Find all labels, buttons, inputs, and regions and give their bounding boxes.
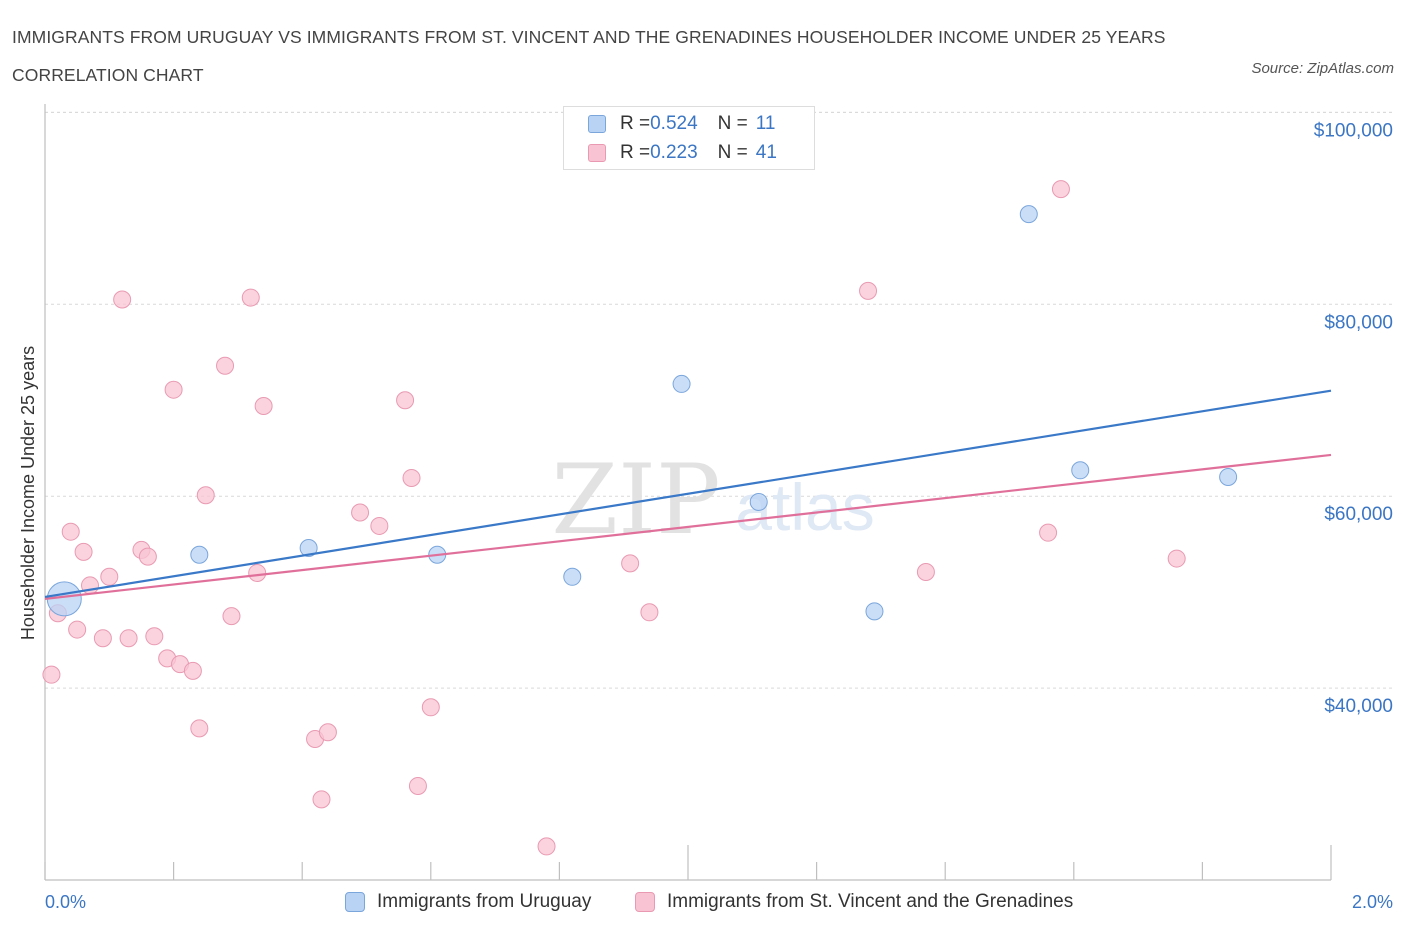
y-tick-label: $100,000 <box>1314 120 1393 141</box>
data-point-stvincent <box>241 288 260 307</box>
y-axis-label: Householder Income Under 25 years <box>18 346 38 640</box>
data-point-stvincent <box>1167 549 1186 568</box>
data-point-stvincent <box>351 503 370 522</box>
data-point-uruguay <box>190 545 209 564</box>
data-point-stvincent <box>74 542 93 561</box>
data-point-stvincent <box>138 547 157 566</box>
data-point-stvincent <box>396 391 415 410</box>
data-point-uruguay <box>1219 468 1238 487</box>
data-point-stvincent <box>1039 523 1058 542</box>
data-point-stvincent <box>248 563 267 582</box>
data-point-stvincent <box>183 661 202 680</box>
legend-swatch-pink <box>635 892 655 912</box>
watermark: ZIP atlas <box>551 444 874 556</box>
data-point-uruguay <box>672 374 691 393</box>
legend-label-stvincent: Immigrants from St. Vincent and the Gren… <box>667 891 1074 912</box>
data-point-stvincent <box>318 723 337 742</box>
axes <box>44 104 1332 881</box>
data-point-stvincent <box>145 627 164 646</box>
n-value: 11 <box>755 113 776 134</box>
series-uruguay <box>46 205 1238 621</box>
watermark-zip: ZIP <box>551 444 720 556</box>
data-point-uruguay <box>563 567 582 586</box>
data-point-stvincent <box>68 620 87 639</box>
gridlines <box>45 111 1395 689</box>
data-point-stvincent <box>1051 180 1070 199</box>
data-point-stvincent <box>402 468 421 487</box>
legend-item-stvincent: Immigrants from St. Vincent and the Gren… <box>635 886 1073 918</box>
legend-row-uruguay: R = 0.524 N = 11 <box>588 109 776 139</box>
data-point-stvincent <box>113 290 132 309</box>
r-value: 0.524 <box>650 113 698 134</box>
legend-swatch-blue <box>588 115 606 133</box>
data-point-uruguay <box>1071 461 1090 480</box>
y-tick-label: $60,000 <box>1324 504 1393 525</box>
n-value: 41 <box>755 142 777 163</box>
stats-legend: R = 0.524 N = 11 R = 0.223 N = 41 <box>563 106 815 170</box>
data-point-stvincent <box>42 665 61 684</box>
data-point-stvincent <box>640 603 659 622</box>
r-label: R = <box>620 113 651 134</box>
data-point-stvincent <box>164 380 183 399</box>
n-label: N = <box>717 142 748 163</box>
data-point-stvincent <box>254 397 273 416</box>
data-point-stvincent <box>100 567 119 586</box>
y-tick-labels: $40,000 $60,000 $80,000 $100,000 <box>1314 120 1393 717</box>
data-point-stvincent <box>312 790 331 809</box>
trend-lines <box>44 389 1332 600</box>
data-point-stvincent <box>61 522 80 541</box>
legend-label-uruguay: Immigrants from Uruguay <box>377 891 592 912</box>
r-label: R = <box>620 142 651 163</box>
data-point-uruguay <box>299 539 318 558</box>
data-point-stvincent <box>222 607 241 626</box>
r-value: 0.223 <box>650 142 698 163</box>
data-point-stvincent <box>859 281 878 300</box>
legend-item-uruguay: Immigrants from Uruguay <box>345 886 591 918</box>
data-point-uruguay <box>865 602 884 621</box>
data-point-stvincent <box>408 776 427 795</box>
data-point-uruguay <box>1019 205 1038 224</box>
legend-swatch-blue <box>345 892 365 912</box>
data-point-stvincent <box>93 629 112 648</box>
data-point-stvincent <box>370 516 389 535</box>
chart-title: IMMIGRANTS FROM URUGUAY VS IMMIGRANTS FR… <box>12 27 1166 85</box>
y-tick-label: $40,000 <box>1324 696 1393 717</box>
data-point-stvincent <box>216 356 235 375</box>
data-point-stvincent <box>916 562 935 581</box>
trend-line-stvincent <box>44 453 1332 600</box>
x-tick-label-min: 0.0% <box>45 892 86 912</box>
data-point-stvincent <box>196 486 215 505</box>
trend-line-uruguay <box>44 389 1332 599</box>
legend-row-stvincent: R = 0.223 N = 41 <box>588 138 777 168</box>
x-tick-label-max: 2.0% <box>1352 892 1393 912</box>
y-tick-label: $80,000 <box>1324 312 1393 333</box>
data-point-stvincent <box>119 629 138 648</box>
data-point-stvincent <box>537 837 556 856</box>
data-point-stvincent <box>190 719 209 738</box>
source-label: Source: ZipAtlas.com <box>1251 60 1394 77</box>
data-point-stvincent <box>421 698 440 717</box>
legend-swatch-pink <box>588 144 606 162</box>
data-point-stvincent <box>621 554 640 573</box>
series-legend: Immigrants from Uruguay Immigrants from … <box>0 886 1406 918</box>
data-point-uruguay <box>749 492 768 511</box>
n-label: N = <box>717 113 748 134</box>
